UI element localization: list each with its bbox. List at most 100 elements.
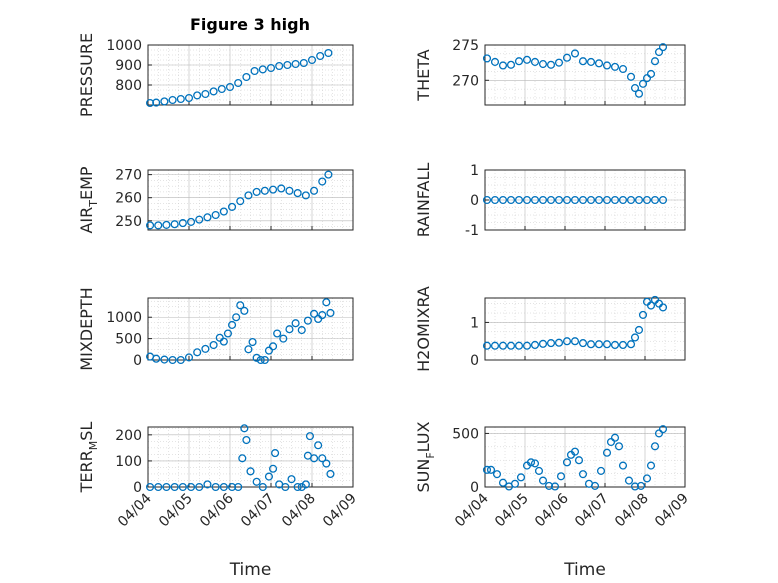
y-axis-label: THETA (414, 49, 433, 101)
y-tick-label: 0 (470, 353, 479, 369)
x-tick-label: 04/09 (320, 491, 360, 531)
data-point (162, 220, 171, 229)
y-tick-label: 0 (133, 480, 142, 496)
y-tick-label: 500 (452, 426, 479, 442)
data-point (219, 482, 228, 492)
data-point (193, 91, 202, 100)
data-point (217, 84, 226, 94)
data-point (240, 306, 249, 315)
data-point (260, 186, 269, 195)
data-point (570, 195, 580, 205)
data-point (234, 78, 243, 88)
data-point (556, 472, 566, 481)
data-point (498, 61, 508, 70)
data-point (578, 470, 588, 479)
data-point (602, 448, 612, 457)
data-point (498, 341, 508, 350)
subplot-sun_flux: 0 500 SUNFLUX 04/04 04/05 04/06 04/07 04/08 04/0… (414, 421, 692, 580)
data-point (570, 49, 580, 58)
data-point (490, 341, 500, 350)
x-tick-label: 04/05 (492, 491, 532, 531)
data-point (578, 195, 588, 205)
y-tick-label: 800 (115, 78, 142, 94)
x-tick-label: 04/07 (238, 491, 278, 531)
data-point (297, 326, 306, 335)
x-tick-label: 04/08 (612, 491, 652, 531)
y-tick-label: -1 (465, 223, 479, 239)
data-point (594, 340, 604, 349)
data-point (626, 195, 636, 205)
data-point (316, 51, 325, 61)
data-point (285, 186, 294, 195)
data-point (618, 195, 628, 205)
axes-border (484, 44, 686, 106)
data-point (544, 481, 554, 490)
data-point (590, 481, 600, 490)
data-point (530, 57, 540, 66)
data-point (223, 329, 233, 338)
data-point (514, 341, 524, 350)
data-point (650, 442, 660, 451)
data-point (530, 459, 540, 468)
data-point (602, 195, 612, 205)
x-tick-label: 04/07 (572, 491, 612, 531)
data-point (638, 310, 648, 319)
data-point (291, 319, 300, 328)
axes-border (147, 44, 354, 106)
data-point (154, 221, 163, 230)
x-axis-label: Time (229, 560, 272, 580)
data-point (522, 195, 532, 205)
x-tick-label: 04/06 (197, 490, 237, 530)
data-point (314, 441, 323, 450)
data-point (318, 177, 327, 186)
data-point (646, 461, 656, 470)
y-tick-label: 1000 (106, 38, 142, 54)
y-tick-label: 0 (133, 353, 142, 369)
y-axis-label: TERRMSL (77, 422, 100, 494)
data-point (610, 62, 620, 71)
axes-border (147, 169, 354, 231)
y-tick-label: 270 (452, 73, 479, 89)
data-point (252, 353, 261, 362)
data-point (287, 475, 296, 484)
data-point (168, 355, 177, 365)
y-tick-label: 270 (115, 168, 142, 184)
data-point (152, 98, 161, 107)
data-point (610, 340, 620, 350)
data-point (642, 474, 652, 483)
subplot-pressure: 800 900 1000 PRESSURE (77, 33, 354, 117)
data-point (538, 476, 548, 485)
data-point (526, 458, 536, 467)
axes-border (147, 297, 354, 361)
data-point (201, 89, 210, 99)
data-point (170, 482, 179, 492)
data-point (277, 184, 286, 193)
x-tick-label: 04/06 (532, 490, 572, 530)
data-point (184, 93, 194, 103)
data-point (506, 341, 516, 350)
data-point (324, 170, 333, 179)
data-point (482, 341, 492, 350)
data-point (642, 74, 652, 83)
data-point (244, 191, 253, 200)
data-point (285, 325, 294, 334)
data-point (618, 64, 628, 74)
axes-border (147, 426, 354, 488)
data-point (658, 195, 668, 205)
y-axis-label: MIXDEPTH (77, 287, 96, 370)
data-point (236, 301, 245, 310)
data-point (228, 320, 237, 329)
data-point (154, 482, 163, 492)
data-point (482, 195, 492, 205)
subplot-mixdepth: 0 500 1000 MIXDEPTH (77, 287, 354, 371)
y-axis-label: RAINFALL (414, 163, 433, 238)
data-point (268, 342, 278, 351)
data-point (498, 478, 508, 487)
subplot-h2omixra: 0 1 H2OMIXRA (414, 286, 686, 372)
data-point (252, 477, 261, 486)
data-point (250, 66, 259, 76)
data-point (193, 348, 202, 357)
y-tick-label: 500 (115, 332, 142, 348)
data-point (236, 197, 245, 206)
data-point (514, 57, 524, 66)
